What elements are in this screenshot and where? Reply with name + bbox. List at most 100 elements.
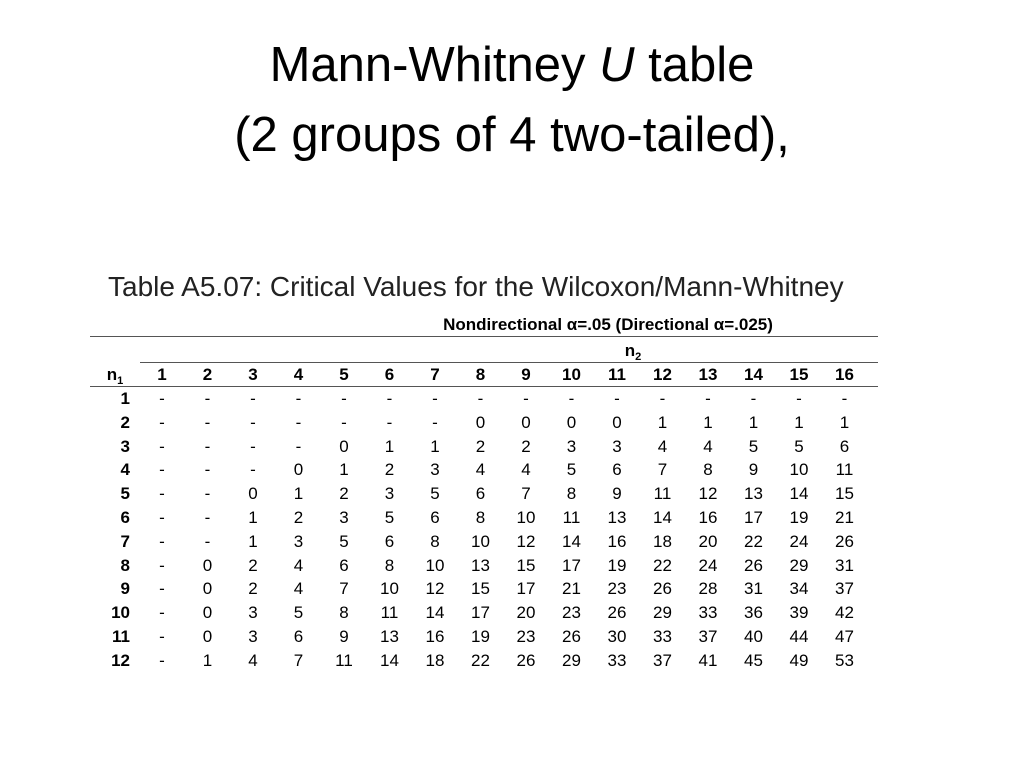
column-number: 11	[608, 365, 626, 384]
table-cell: -	[159, 555, 165, 575]
row-number: 6	[120, 508, 130, 527]
table-cell: 6	[839, 436, 850, 456]
table-cell: 1	[703, 412, 713, 432]
table-cell: -	[204, 412, 211, 432]
table-cell: 10	[425, 555, 445, 575]
table-cell: -	[159, 603, 165, 623]
table-cell: 10	[789, 460, 809, 480]
table-cell: 8	[475, 508, 486, 527]
table-cell: 13	[607, 508, 627, 527]
table-cell: 49	[789, 650, 809, 668]
table-cell: 13	[471, 555, 490, 575]
table-cell: 8	[339, 603, 349, 623]
title-italic: U	[599, 38, 635, 92]
row-number: 3	[120, 436, 130, 456]
column-number: 14	[744, 365, 763, 384]
table-cell: 15	[835, 484, 854, 504]
table-cell: -	[386, 412, 393, 432]
table-cell: 26	[516, 650, 536, 668]
table-cell: 0	[248, 484, 258, 504]
table-cell: 2	[248, 555, 258, 575]
table-cell: -	[796, 389, 802, 408]
table-cell: 4	[521, 460, 531, 480]
table-cell: 3	[293, 531, 304, 551]
table-cell: 30	[607, 627, 627, 646]
table-cell: 26	[744, 555, 763, 575]
column-number: 1	[157, 365, 167, 384]
table-cell: 11	[653, 484, 672, 504]
table-cell: 19	[471, 627, 490, 646]
table-cell: 42	[835, 603, 854, 623]
table-cell: -	[295, 389, 302, 408]
table-cell: -	[204, 389, 211, 408]
table-cell: 1	[293, 484, 304, 504]
table-cell: -	[159, 627, 165, 646]
slide-title: Mann-Whitney U table (2 groups of 4 two-…	[0, 30, 1024, 170]
table-cell: 41	[698, 650, 718, 668]
table-cell: 40	[744, 627, 763, 646]
column-number: 12	[653, 365, 672, 384]
title-text: Mann-Whitney	[269, 38, 600, 92]
table-cell: -	[432, 412, 438, 432]
table-cell: 10	[516, 508, 536, 527]
table-cell: 5	[566, 460, 577, 480]
table-cell: 1	[202, 650, 213, 668]
table-cell: 4	[475, 460, 486, 480]
table-cell: 37	[653, 650, 672, 668]
table-cell: -	[568, 389, 575, 408]
table-rule	[140, 362, 878, 363]
column-number: 6	[384, 365, 395, 384]
table-cell: 16	[607, 531, 627, 551]
table-cell: 5	[430, 484, 440, 504]
table-cell: 20	[698, 531, 718, 551]
table-cell: 36	[744, 603, 763, 623]
table-cell: 5	[293, 603, 304, 623]
table-cell: 34	[789, 579, 809, 599]
table-cell: 2	[339, 484, 349, 504]
table-cell: 23	[562, 603, 581, 623]
table-cell: 11	[835, 460, 854, 480]
table-cell: 18	[425, 650, 445, 668]
table-cell: -	[614, 389, 620, 408]
table-cell: 9	[612, 484, 622, 504]
table-cell: -	[295, 436, 302, 456]
table-cell: 31	[744, 579, 763, 599]
column-number: 2	[202, 365, 213, 384]
table-cell: -	[159, 389, 165, 408]
table-cell: 14	[789, 484, 809, 504]
table-cell: 33	[653, 627, 672, 646]
table-cell: -	[341, 389, 347, 408]
table-cell: 4	[703, 436, 713, 456]
column-number: 7	[430, 365, 440, 384]
table-cell: 5	[794, 436, 804, 456]
table-cell: -	[341, 412, 347, 432]
header-subscript: 1	[117, 375, 124, 388]
table-cell: 0	[202, 579, 213, 599]
table-cell: 2	[248, 579, 258, 599]
table-cell: 12	[425, 579, 445, 599]
table-cell: 4	[248, 650, 258, 668]
table-cell: 3	[384, 484, 395, 504]
table-cell: -	[159, 650, 165, 668]
table-cell: 23	[607, 579, 627, 599]
row-number: 2	[120, 412, 130, 432]
row-number: 9	[120, 579, 130, 599]
header-letter: n	[624, 340, 636, 360]
table-cell: 7	[657, 460, 668, 480]
table-cell: -	[523, 389, 529, 408]
table-cell: 29	[653, 603, 672, 623]
table-cell: 12	[698, 484, 718, 504]
table-cell: -	[204, 508, 211, 527]
table-cell: -	[159, 579, 165, 599]
row-number: 11	[112, 627, 130, 646]
table-cell: 53	[835, 650, 854, 668]
table-cell: -	[159, 436, 165, 456]
table-cell: 3	[612, 436, 622, 456]
table-cell: -	[841, 389, 848, 408]
table-cell: 26	[607, 603, 627, 623]
table-cell: 6	[612, 460, 622, 480]
table-cell: 33	[698, 603, 718, 623]
table-cell: 21	[835, 508, 854, 527]
table-cell: 13	[380, 627, 399, 646]
row-number: 1	[120, 389, 130, 408]
